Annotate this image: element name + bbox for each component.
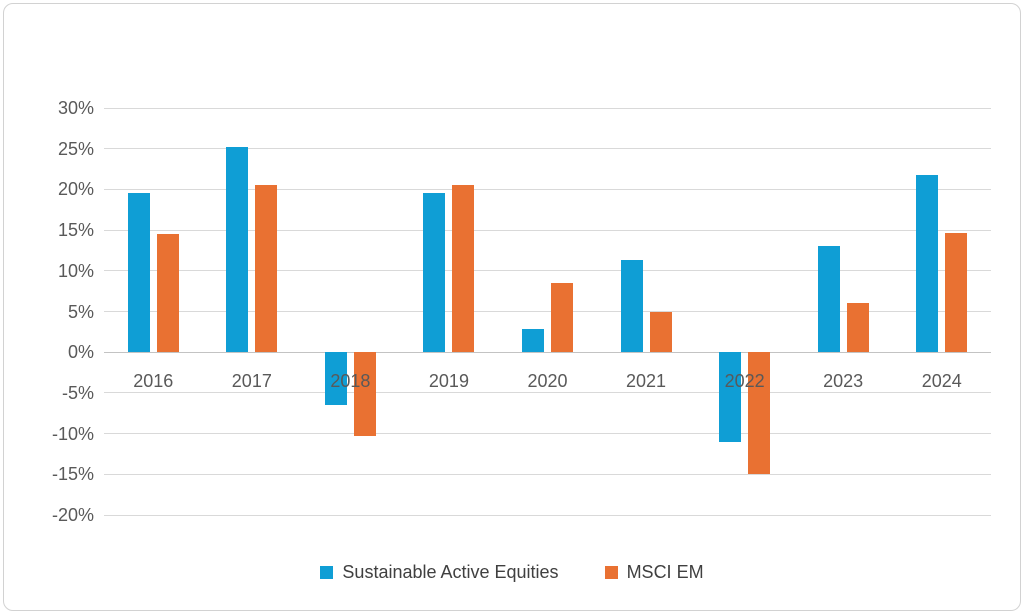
- gridline-0: [104, 351, 991, 353]
- gridline--5: [104, 392, 991, 394]
- legend-item-msci-em: MSCI EM: [604, 562, 704, 583]
- legend-swatch-blue: [320, 566, 334, 579]
- bar-2017-sustainable-active-equities: [226, 147, 249, 353]
- gridline-10: [104, 270, 991, 272]
- x-tick-label-2019: 2019: [428, 371, 469, 392]
- bar-2017-msci-em: [255, 185, 278, 353]
- y-tick-label-0: 0%: [67, 342, 94, 363]
- plot-area: 30% 25% 20% 15% 10% 5% 0% -5% -10% -15% -20% 2016 20…: [4, 4, 1020, 610]
- x-tick-label-2017: 2017: [231, 371, 272, 392]
- gridline--15: [104, 473, 991, 475]
- bar-2024-msci-em: [945, 232, 968, 353]
- bar-chart-card: 30% 25% 20% 15% 10% 5% 0% -5% -10% -15% -20% 2016 20…: [3, 3, 1021, 611]
- gridline-30: [104, 107, 991, 109]
- x-tick-label-2016: 2016: [133, 371, 174, 392]
- bar-2021-msci-em: [649, 312, 672, 353]
- legend-label-msci-em: MSCI EM: [626, 562, 704, 582]
- chart-legend: Sustainable Active Equities MSCI EM: [4, 562, 1020, 583]
- bar-2018-msci-em: [353, 352, 376, 437]
- y-tick-label-10: 10%: [57, 260, 94, 281]
- y-tick-label--15: -15%: [51, 464, 94, 485]
- x-tick-label-2020: 2020: [527, 371, 568, 392]
- legend-label-sustainable-active-equities: Sustainable Active Equities: [342, 562, 559, 582]
- gridline-5: [104, 311, 991, 312]
- y-tick-label--10: -10%: [51, 423, 94, 444]
- bar-2019-sustainable-active-equities: [423, 193, 446, 353]
- legend-swatch-orange: [604, 566, 618, 579]
- y-tick-label--5: -5%: [61, 382, 94, 403]
- bar-2022-msci-em: [748, 352, 771, 475]
- bar-2022-sustainable-active-equities: [719, 352, 742, 442]
- gridline-20: [104, 188, 991, 190]
- bar-2023-sustainable-active-equities: [817, 246, 840, 353]
- bar-2016-sustainable-active-equities: [127, 193, 150, 353]
- x-tick-label-2021: 2021: [626, 371, 667, 392]
- bar-2018-sustainable-active-equities: [324, 352, 347, 406]
- gridline--10: [104, 433, 991, 435]
- gridline--20: [104, 514, 991, 516]
- y-tick-label-5: 5%: [67, 301, 94, 322]
- gridline-25: [104, 148, 991, 150]
- bar-2023-msci-em: [846, 303, 869, 353]
- x-tick-label-2023: 2023: [823, 371, 864, 392]
- y-tick-label-20: 20%: [57, 179, 94, 200]
- bar-2019-msci-em: [452, 184, 475, 353]
- x-tick-label-2024: 2024: [921, 371, 962, 392]
- bar-2020-msci-em: [551, 283, 573, 353]
- y-tick-label--20: -20%: [51, 505, 94, 525]
- bar-2016-msci-em: [156, 234, 179, 353]
- gridline-15: [104, 229, 991, 231]
- bar-2020-sustainable-active-equities: [522, 328, 544, 353]
- y-tick-label-15: 15%: [57, 220, 94, 241]
- y-tick-label-25: 25%: [57, 138, 94, 159]
- bar-2024-sustainable-active-equities: [916, 174, 939, 353]
- x-tick-label-2018: 2018: [330, 371, 371, 392]
- x-tick-label-2022: 2022: [724, 371, 765, 392]
- legend-item-sustainable-active-equities: Sustainable Active Equities: [320, 562, 559, 583]
- y-tick-label-30: 30%: [57, 98, 94, 118]
- bar-2021-sustainable-active-equities: [620, 260, 643, 353]
